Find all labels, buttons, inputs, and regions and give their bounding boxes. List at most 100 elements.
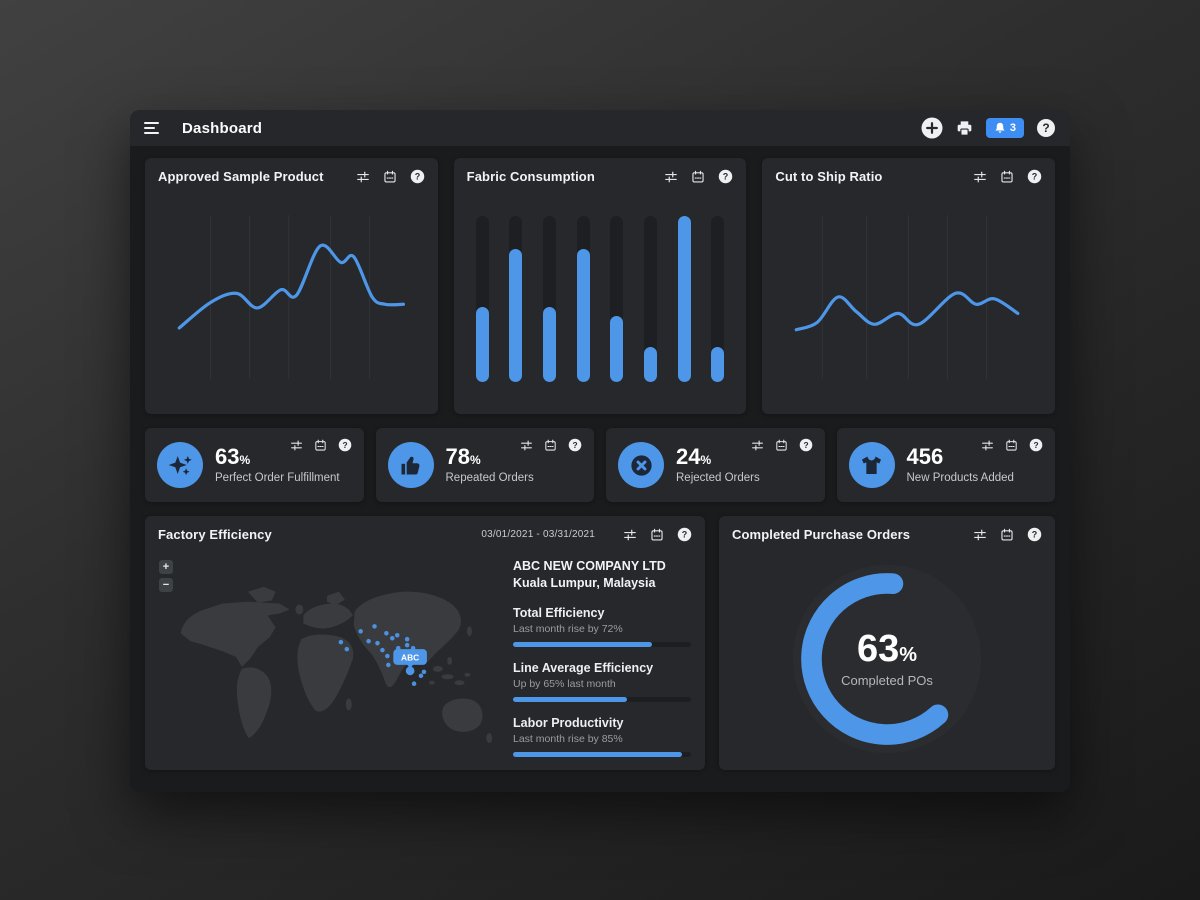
calendar-button[interactable]: [691, 170, 705, 184]
progress-fill: [513, 641, 652, 647]
company-name: ABC NEW COMPANY LTD: [513, 559, 666, 573]
sliders-icon: [981, 439, 994, 452]
help-button[interactable]: [1036, 118, 1056, 138]
add-button[interactable]: [921, 117, 943, 139]
kpi-label: Perfect Order Fulfillment: [215, 472, 340, 484]
metric-labor-productivity: Labor Productivity Last month rise by 85…: [513, 716, 691, 757]
world-map[interactable]: ABC: [153, 554, 509, 762]
progress-track: [513, 641, 691, 647]
filter-button[interactable]: [664, 170, 678, 184]
card-completed-purchase-orders: Completed Purchase Orders: [719, 516, 1055, 770]
calendar-icon: [1000, 170, 1014, 184]
question-icon: [799, 438, 813, 452]
kpi-meta: 78% Repeated Orders: [445, 446, 534, 485]
menu-icon[interactable]: [144, 118, 164, 138]
map-zoom-out-button[interactable]: −: [159, 578, 173, 592]
card-header-icons: [981, 438, 1043, 452]
sliders-icon: [664, 170, 678, 184]
top-bar: Dashboard 3: [130, 110, 1070, 146]
donut-svg: [792, 564, 982, 754]
question-icon: [338, 438, 352, 452]
kpi-meta: 24% Rejected Orders: [676, 446, 760, 485]
x-circle-icon: [628, 452, 655, 479]
help-button[interactable]: [410, 169, 425, 184]
question-icon: [568, 438, 582, 452]
calendar-icon: [775, 439, 788, 452]
bar: [711, 216, 725, 382]
topbar-actions: 3: [921, 117, 1056, 139]
bell-icon: [994, 122, 1006, 134]
card-fabric-consumption: Fabric Consumption: [453, 158, 747, 414]
help-button[interactable]: [338, 438, 352, 452]
help-button[interactable]: [1027, 169, 1042, 184]
filter-button[interactable]: [751, 439, 764, 452]
card-header-icons: [664, 169, 733, 184]
factory-body: + −: [153, 554, 691, 762]
calendar-button[interactable]: [775, 439, 788, 452]
calendar-button[interactable]: [544, 439, 557, 452]
question-icon: [1036, 118, 1056, 138]
card-header: Fabric Consumption: [454, 158, 747, 190]
sliders-icon: [973, 528, 987, 542]
sliders-icon: [356, 170, 370, 184]
filter-button[interactable]: [356, 170, 370, 184]
map-zoom-in-button[interactable]: +: [159, 560, 173, 574]
calendar-button[interactable]: [1000, 170, 1014, 184]
filter-button[interactable]: [290, 439, 303, 452]
card-header: Approved Sample Product: [145, 158, 438, 190]
filter-button[interactable]: [973, 170, 987, 184]
donut-value: 63%: [856, 628, 918, 670]
kpi-meta: 63% Perfect Order Fulfillment: [215, 446, 340, 485]
kpi-meta: 456 New Products Added: [907, 446, 1014, 485]
filter-button[interactable]: [973, 528, 987, 542]
help-button[interactable]: [718, 169, 733, 184]
print-button[interactable]: [955, 119, 974, 138]
date-range: 03/01/2021 - 03/31/2021: [481, 529, 595, 540]
filter-button[interactable]: [520, 439, 533, 452]
filter-button[interactable]: [981, 439, 994, 452]
calendar-button[interactable]: [650, 528, 664, 542]
donut-center-text: 63% Completed POs: [841, 630, 933, 688]
bottom-row: Factory Efficiency 03/01/2021 - 03/31/20…: [145, 516, 1055, 770]
thumbs-up-icon: [397, 452, 424, 479]
card-header: Cut to Ship Ratio: [762, 158, 1055, 190]
calendar-button[interactable]: [1000, 528, 1014, 542]
sliders-icon: [623, 528, 637, 542]
card-header-icons: [356, 169, 425, 184]
question-icon: [410, 169, 425, 184]
calendar-button[interactable]: [383, 170, 397, 184]
filter-button[interactable]: [623, 528, 637, 542]
progress-track: [513, 696, 691, 702]
line-chart-svg: [778, 206, 1039, 388]
world-map-container: + −: [153, 554, 509, 762]
donut-label: Completed POs: [841, 673, 933, 688]
kpi-icon-circle: [848, 442, 895, 488]
sliders-icon: [751, 439, 764, 452]
question-icon: [1029, 438, 1043, 452]
help-button[interactable]: [677, 527, 692, 542]
calendar-icon: [314, 439, 327, 452]
factory-marker-bubble: [393, 649, 427, 665]
kpi-row: 63% Perfect Order Fulfillment 78%: [145, 428, 1055, 502]
calendar-button[interactable]: [1005, 439, 1018, 452]
card-header-icons: [973, 527, 1042, 542]
notifications-button[interactable]: 3: [985, 118, 1024, 138]
kpi-new-products-added: 456 New Products Added: [836, 428, 1055, 502]
donut-arc: [801, 573, 973, 745]
card-header-icons: [973, 169, 1042, 184]
help-button[interactable]: [568, 438, 582, 452]
help-button[interactable]: [799, 438, 813, 452]
card-header: Completed Purchase Orders: [719, 516, 1055, 548]
calendar-button[interactable]: [314, 439, 327, 452]
sliders-icon: [973, 170, 987, 184]
notification-count: 3: [1009, 122, 1016, 134]
sliders-icon: [520, 439, 533, 452]
line-chart-approved: [161, 206, 422, 388]
kpi-label: Repeated Orders: [445, 472, 534, 484]
bar: [576, 216, 590, 382]
card-header-icons: [520, 438, 582, 452]
help-button[interactable]: [1029, 438, 1043, 452]
help-button[interactable]: [1027, 527, 1042, 542]
sliders-icon: [290, 439, 303, 452]
tshirt-icon: [858, 452, 885, 479]
